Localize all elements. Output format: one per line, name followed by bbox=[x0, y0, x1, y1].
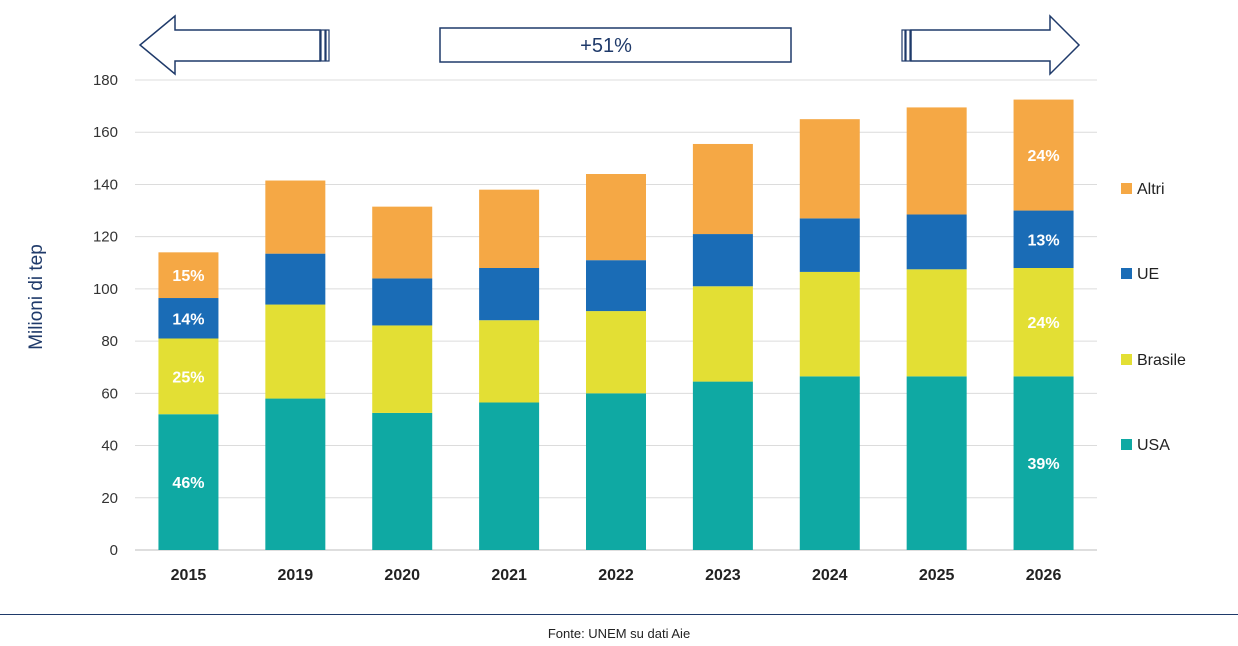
bar-ue-2023 bbox=[692, 234, 753, 287]
bar-brasile-2020 bbox=[372, 325, 433, 413]
bar-altri-2021 bbox=[479, 189, 540, 268]
growth-label: +51% bbox=[580, 35, 632, 57]
y-axis: 0 20 40 60 80 100 120 140 160 180 Milioni di tep bbox=[26, 72, 118, 559]
x-tick-label: 2026 bbox=[1026, 567, 1062, 584]
legend-swatch bbox=[1121, 354, 1132, 365]
y-tick-label: 140 bbox=[93, 176, 118, 193]
data-label: 14% bbox=[172, 311, 204, 328]
bar-usa-2020 bbox=[372, 412, 433, 550]
bar-brasile-2019 bbox=[265, 304, 326, 399]
data-label: 24% bbox=[1028, 148, 1060, 165]
data-label: 15% bbox=[172, 268, 204, 285]
bar-usa-2026 bbox=[1013, 376, 1074, 550]
bars bbox=[158, 99, 1074, 550]
bar-usa-2022 bbox=[586, 393, 646, 550]
legend-swatch bbox=[1121, 183, 1132, 194]
y-tick-label: 100 bbox=[93, 281, 118, 298]
bar-brasile-2024 bbox=[799, 271, 860, 377]
bar-altri-2023 bbox=[692, 143, 753, 235]
y-tick-label: 120 bbox=[93, 229, 118, 246]
x-tick-label: 2019 bbox=[278, 567, 314, 584]
y-tick-label: 40 bbox=[101, 438, 118, 455]
bar-ue-2026 bbox=[1013, 210, 1074, 268]
bar-ue-2019 bbox=[265, 253, 326, 305]
bar-altri-2022 bbox=[586, 174, 646, 261]
bar-usa-2023 bbox=[692, 381, 753, 550]
bar-ue-2024 bbox=[799, 218, 860, 272]
bar-altri-2020 bbox=[372, 206, 433, 279]
x-axis: 2015 2019 2020 2021 2022 2023 2024 2025 2026 bbox=[171, 567, 1062, 584]
legend-swatch bbox=[1121, 439, 1132, 450]
stacked-bar-chart: 46% 25% 14% 15% 39% 24% 13% 24% 0 20 40 60 80 100 120… bbox=[26, 14, 1186, 584]
x-tick-label: 2021 bbox=[491, 567, 527, 584]
footer-divider bbox=[0, 614, 1238, 615]
x-tick-label: 2024 bbox=[812, 567, 848, 584]
bar-ue-2015 bbox=[158, 298, 219, 339]
x-tick-label: 2023 bbox=[705, 567, 741, 584]
bar-altri-2024 bbox=[799, 119, 860, 219]
right-arrow-tail-bar bbox=[901, 29, 906, 62]
bar-usa-2024 bbox=[799, 376, 860, 550]
bar-usa-2019 bbox=[265, 398, 326, 550]
bar-ue-2021 bbox=[479, 268, 540, 321]
legend-label: USA bbox=[1137, 437, 1170, 454]
y-tick-label: 0 bbox=[110, 542, 118, 559]
y-tick-label: 180 bbox=[93, 72, 118, 89]
data-label: 24% bbox=[1028, 315, 1060, 332]
bar-brasile-2022 bbox=[586, 311, 646, 394]
bar-ue-2022 bbox=[586, 260, 646, 312]
right-arrow-icon bbox=[910, 14, 1081, 76]
bar-usa-2021 bbox=[479, 402, 540, 550]
bar-ue-2025 bbox=[906, 214, 967, 270]
left-arrow-tail-bar bbox=[320, 29, 326, 62]
y-tick-label: 160 bbox=[93, 124, 118, 141]
x-tick-label: 2022 bbox=[598, 567, 634, 584]
data-label: 39% bbox=[1028, 456, 1060, 473]
legend-label: Altri bbox=[1137, 181, 1165, 198]
bar-altri-2019 bbox=[265, 180, 326, 254]
bar-brasile-2026 bbox=[1013, 268, 1074, 377]
legend-label: Brasile bbox=[1137, 352, 1186, 369]
x-tick-label: 2020 bbox=[384, 567, 420, 584]
right-arrow-tail-bar bbox=[905, 29, 911, 62]
source-note: Fonte: UNEM su dati Aie bbox=[547, 626, 691, 641]
left-arrow-icon bbox=[138, 14, 321, 76]
y-tick-label: 60 bbox=[101, 385, 118, 402]
legend: Altri UE Brasile USA bbox=[1121, 181, 1186, 454]
bar-brasile-2021 bbox=[479, 320, 540, 403]
y-axis-label: Milioni di tep bbox=[26, 244, 47, 350]
y-tick-label: 80 bbox=[101, 333, 118, 350]
bar-usa-2025 bbox=[906, 376, 967, 550]
x-tick-label: 2025 bbox=[919, 567, 955, 584]
bar-altri-2026 bbox=[1013, 99, 1074, 211]
bar-ue-2020 bbox=[372, 278, 433, 326]
y-tick-label: 20 bbox=[101, 490, 118, 507]
growth-annotation: +51% bbox=[138, 14, 1081, 76]
growth-box bbox=[439, 27, 792, 63]
bar-altri-2025 bbox=[906, 107, 967, 215]
data-label: 46% bbox=[172, 475, 204, 492]
bar-altri-2015 bbox=[158, 252, 219, 299]
legend-label: UE bbox=[1137, 266, 1159, 283]
bar-brasile-2015 bbox=[158, 338, 219, 415]
x-tick-label: 2015 bbox=[171, 567, 207, 584]
data-label: 13% bbox=[1028, 232, 1060, 249]
bar-brasile-2023 bbox=[692, 286, 753, 382]
data-label: 25% bbox=[172, 369, 204, 386]
bar-usa-2015 bbox=[158, 414, 219, 550]
bar-brasile-2025 bbox=[906, 269, 967, 377]
legend-swatch bbox=[1121, 268, 1132, 279]
segment-labels: 46% 25% 14% 15% 39% 24% 13% 24% bbox=[172, 148, 1059, 492]
left-arrow-tail-bar bbox=[325, 29, 330, 62]
